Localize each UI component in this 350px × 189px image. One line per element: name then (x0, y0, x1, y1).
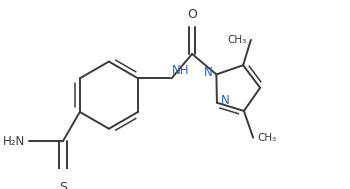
Text: O: O (187, 8, 197, 21)
Text: H₂N: H₂N (3, 135, 25, 147)
Text: CH₃: CH₃ (228, 35, 247, 45)
Text: NH: NH (172, 64, 189, 77)
Text: S: S (59, 181, 67, 189)
Text: N: N (221, 94, 230, 107)
Text: N: N (203, 66, 212, 79)
Text: CH₃: CH₃ (257, 133, 276, 143)
